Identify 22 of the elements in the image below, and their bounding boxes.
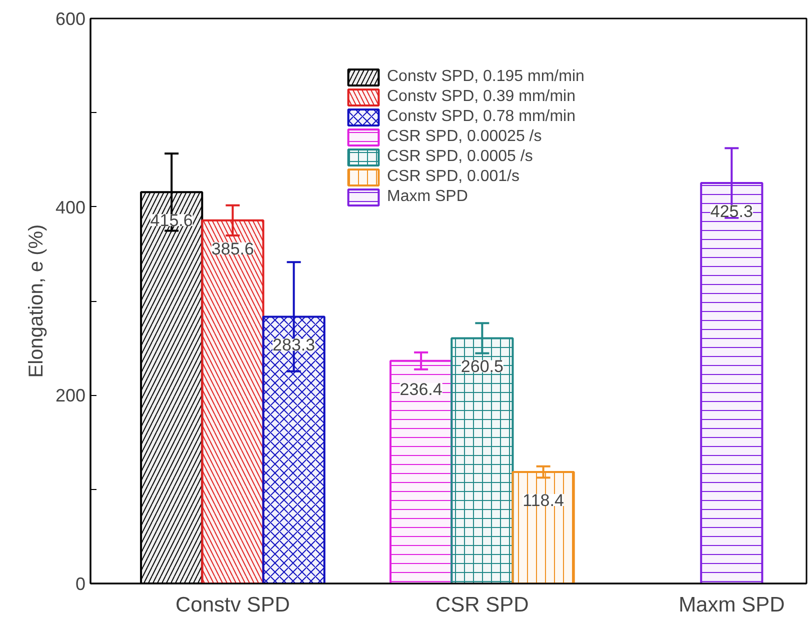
legend-label: CSR SPD, 0.00025 /s <box>387 128 542 146</box>
x-tick-label: Constv SPD <box>176 594 290 616</box>
x-tick-label: Maxm SPD <box>678 594 785 616</box>
data-label: 385.6 <box>211 239 254 258</box>
legend-label: Constv SPD, 0.39 mm/min <box>387 88 576 106</box>
data-label: 118.4 <box>522 491 564 510</box>
y-tick-label: 200 <box>55 386 86 406</box>
data-label: 415.6 <box>150 211 193 230</box>
legend-label: Maxm SPD <box>387 188 468 206</box>
x-tick-label: CSR SPD <box>436 594 529 616</box>
y-tick-label: 600 <box>55 9 86 29</box>
data-label: 425.3 <box>710 202 753 222</box>
legend-label: CSR SPD, 0.001/s <box>387 168 520 186</box>
legend-label: Constv SPD, 0.78 mm/min <box>387 108 576 126</box>
data-label: 283.3 <box>272 336 316 355</box>
y-axis-title: Elongation, e (%) <box>25 224 48 378</box>
y-tick-label: 0 <box>75 574 86 594</box>
data-label: 260.5 <box>460 357 504 376</box>
legend-label: CSR SPD, 0.0005 /s <box>387 148 533 166</box>
data-label: 236.4 <box>400 380 442 399</box>
y-tick-label: 400 <box>55 197 86 218</box>
legend-label: Constv SPD, 0.195 mm/min <box>387 68 584 86</box>
